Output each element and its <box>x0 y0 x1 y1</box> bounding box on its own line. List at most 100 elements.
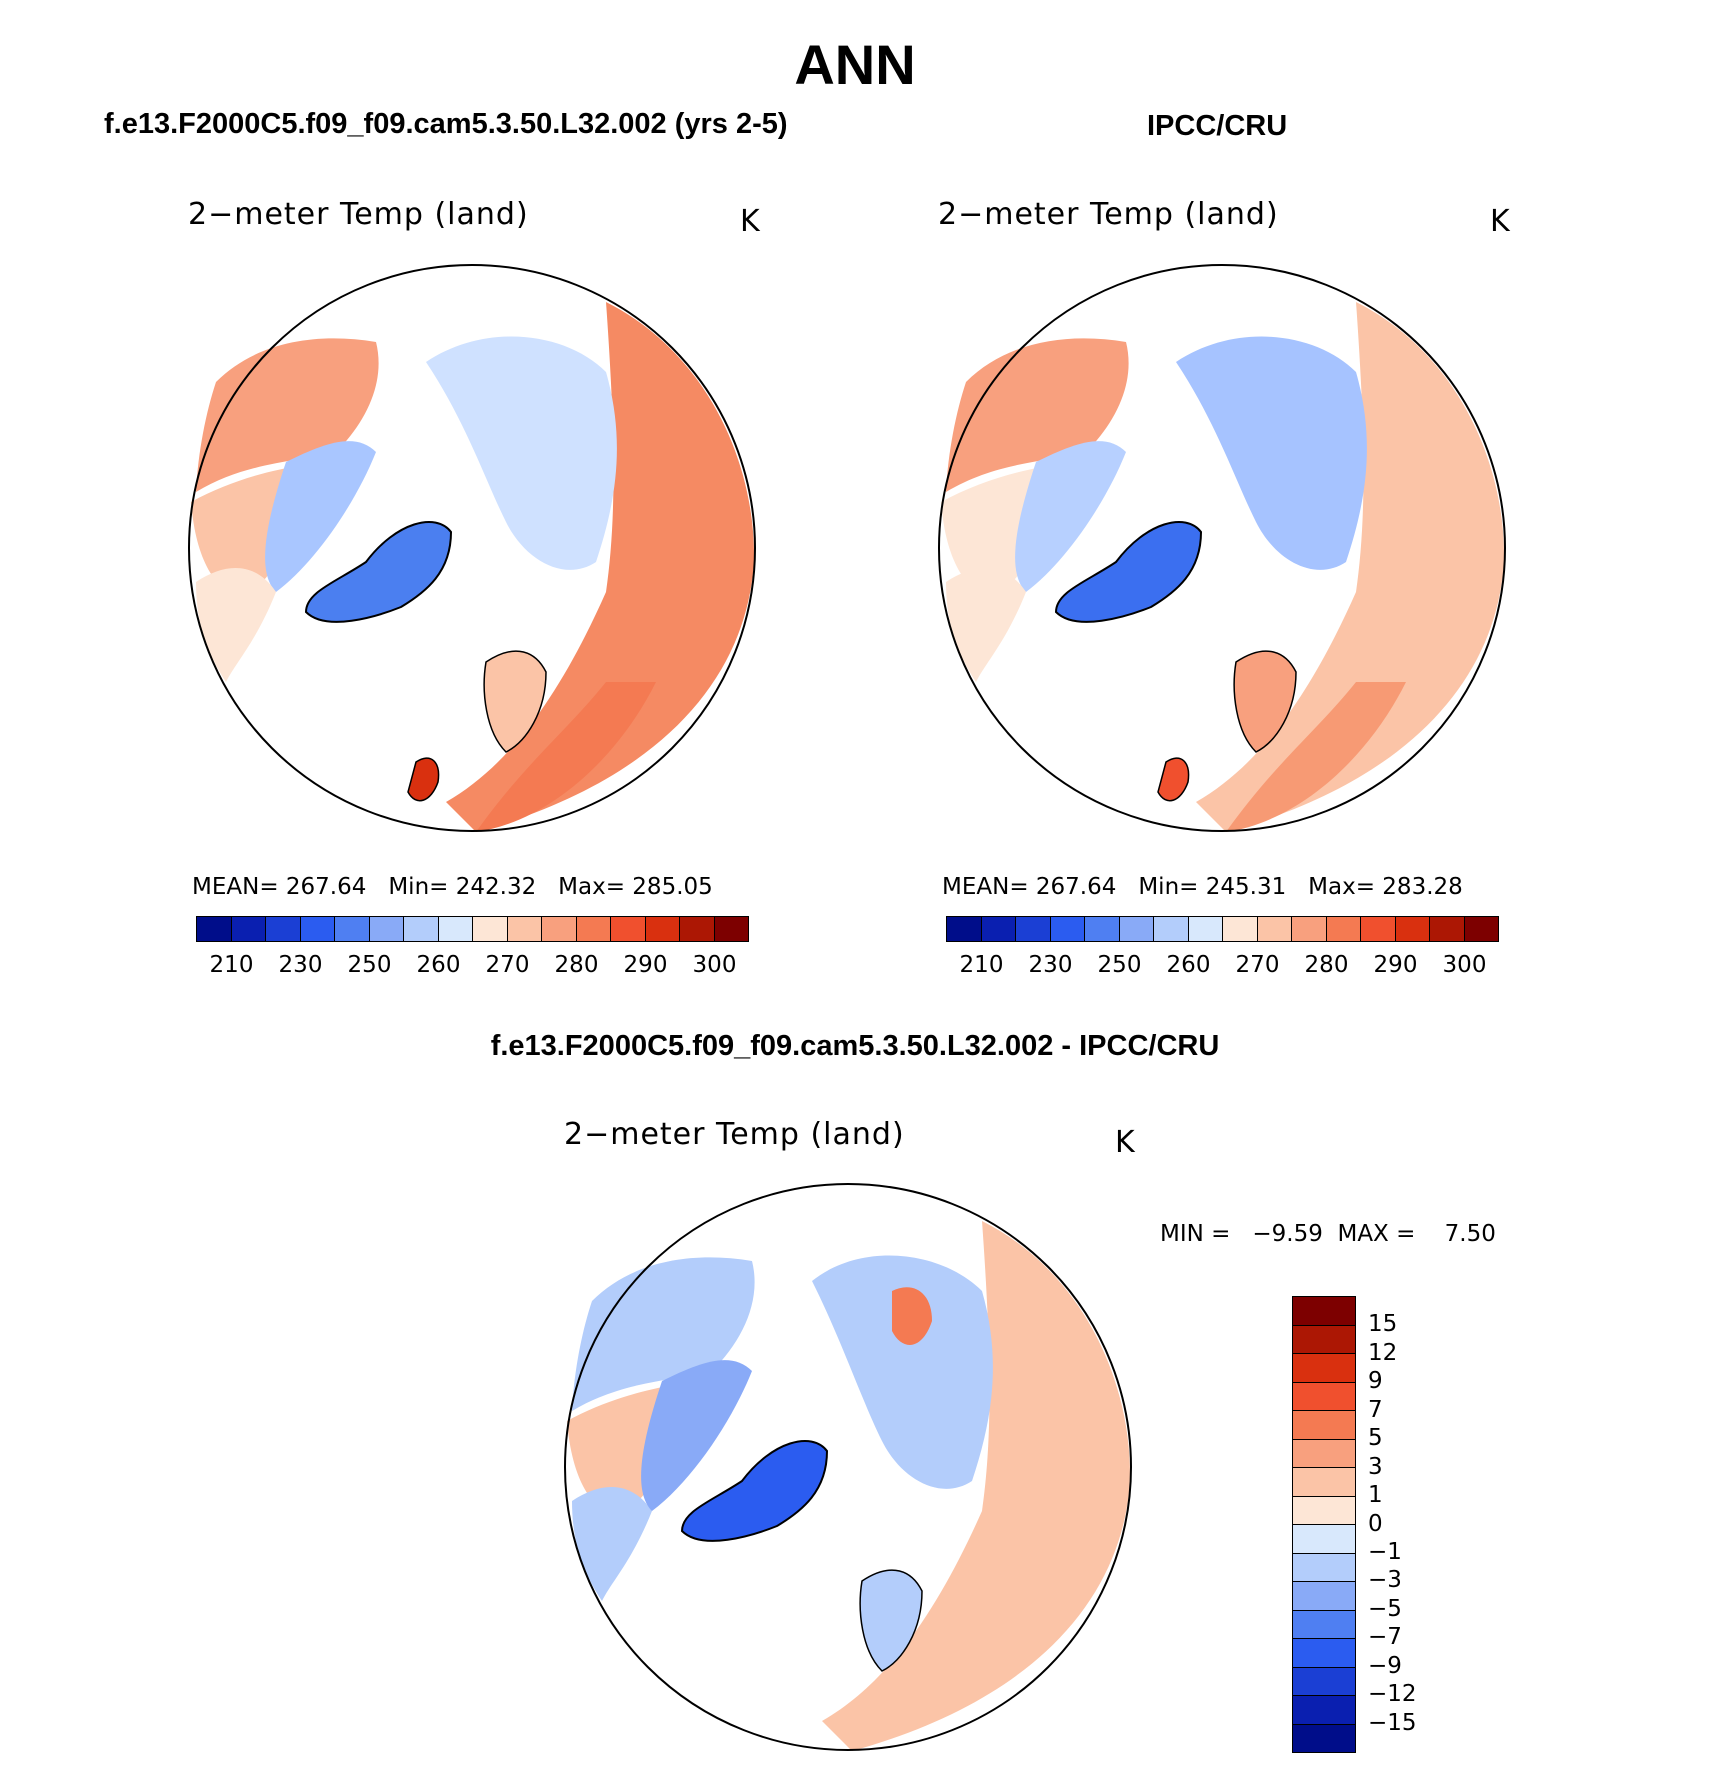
colorbar-swatch <box>1257 917 1292 941</box>
colorbar-tick-label: 260 <box>1166 952 1211 978</box>
colorbar-tick-label: −12 <box>1368 1681 1417 1708</box>
colorbar-swatch <box>1430 917 1465 941</box>
obs-units-label: K <box>1490 204 1511 239</box>
model-polar-map <box>188 264 756 832</box>
model-mean-label: MEAN= <box>192 874 279 900</box>
colorbar-tick-label: 7 <box>1368 1396 1383 1423</box>
colorbar-swatch <box>1293 1411 1355 1440</box>
colorbar-swatch <box>611 917 646 941</box>
colorbar-swatch <box>1293 1639 1355 1668</box>
colorbar-swatch <box>947 917 982 941</box>
colorbar-tick-label: −3 <box>1368 1567 1402 1594</box>
colorbar-swatch <box>981 917 1016 941</box>
colorbar-swatch <box>473 917 508 941</box>
colorbar-tick-label: 230 <box>278 952 323 978</box>
colorbar-tick-label: 260 <box>416 952 461 978</box>
colorbar-tick-label: 0 <box>1368 1510 1383 1537</box>
model-colorbar <box>196 916 749 942</box>
colorbar-tick-label: 250 <box>1097 952 1142 978</box>
obs-min-label: Min= <box>1138 874 1199 900</box>
model-eurasia-region <box>446 302 755 832</box>
colorbar-swatch <box>1293 1724 1355 1752</box>
colorbar-swatch <box>1293 1468 1355 1497</box>
colorbar-swatch <box>680 917 715 941</box>
colorbar-tick-label: 250 <box>347 952 392 978</box>
figure-title: ANN <box>794 33 916 96</box>
difference-minmax: MIN = −9.59 MAX = 7.50 <box>1160 1221 1496 1247</box>
colorbar-swatch <box>1293 1325 1355 1354</box>
colorbar-swatch <box>438 917 473 941</box>
model-stats: MEAN= 267.64 Min= 242.32 Max= 285.05 <box>192 874 713 900</box>
colorbar-swatch <box>1293 1610 1355 1639</box>
obs-polar-map <box>938 264 1506 832</box>
colorbar-swatch <box>1293 1354 1355 1383</box>
model-max-label: Max= <box>558 874 625 900</box>
difference-min-label: MIN = <box>1160 1221 1231 1247</box>
difference-title: f.e13.F2000C5.f09_f09.cam5.3.50.L32.002 … <box>490 1030 1220 1062</box>
colorbar-swatch <box>1085 917 1120 941</box>
obs-mean-value: 267.64 <box>1035 874 1117 900</box>
model-canada-region <box>265 441 376 592</box>
colorbar-swatch <box>1326 917 1361 941</box>
colorbar-tick-label: 300 <box>692 952 737 978</box>
model-units-label: K <box>740 204 761 239</box>
colorbar-tick-label: 270 <box>485 952 530 978</box>
difference-max-label: MAX = <box>1337 1221 1416 1247</box>
colorbar-tick-label: −1 <box>1368 1538 1402 1565</box>
obs-mean-label: MEAN= <box>942 874 1029 900</box>
model-min-value: 242.32 <box>455 874 537 900</box>
obs-colorbar-ticks: 210 230 250 260 270 280 290 300 <box>947 952 1499 978</box>
colorbar-swatch <box>1361 917 1396 941</box>
colorbar-swatch <box>507 917 542 941</box>
colorbar-swatch <box>1293 1696 1355 1725</box>
colorbar-swatch <box>369 917 404 941</box>
colorbar-tick-label: −9 <box>1368 1652 1402 1679</box>
colorbar-swatch <box>1293 1667 1355 1696</box>
difference-min-value: −9.59 <box>1252 1221 1323 1247</box>
colorbar-tick-label: 1 <box>1368 1482 1383 1509</box>
model-siberia-region <box>426 336 617 570</box>
model-colorbar-ticks: 210 230 250 260 270 280 290 300 <box>197 952 749 978</box>
colorbar-tick-label: 5 <box>1368 1425 1383 1452</box>
model-min-label: Min= <box>388 874 449 900</box>
obs-case-title: IPCC/CRU <box>1147 110 1288 142</box>
model-max-value: 285.05 <box>632 874 713 900</box>
colorbar-swatch <box>714 917 748 941</box>
difference-colorbar <box>1292 1296 1356 1753</box>
colorbar-tick-label: 290 <box>623 952 668 978</box>
colorbar-swatch <box>197 917 232 941</box>
colorbar-swatch <box>576 917 611 941</box>
colorbar-swatch <box>1293 1582 1355 1611</box>
model-greenland-region <box>304 521 453 623</box>
colorbar-swatch <box>1292 917 1327 941</box>
obs-min-value: 245.31 <box>1205 874 1287 900</box>
colorbar-tick-label: 230 <box>1028 952 1073 978</box>
colorbar-swatch <box>1188 917 1223 941</box>
model-mean-value: 267.64 <box>285 874 367 900</box>
colorbar-swatch <box>1293 1553 1355 1582</box>
colorbar-swatch <box>1119 917 1154 941</box>
colorbar-tick-label: 270 <box>1235 952 1280 978</box>
obs-max-label: Max= <box>1308 874 1375 900</box>
colorbar-swatch <box>1223 917 1258 941</box>
obs-canada-region <box>1015 441 1126 592</box>
colorbar-swatch <box>404 917 439 941</box>
difference-variable-label: 2−meter Temp (land) <box>564 1117 905 1152</box>
colorbar-swatch <box>1293 1439 1355 1468</box>
colorbar-tick-label: 290 <box>1373 952 1418 978</box>
colorbar-swatch <box>266 917 301 941</box>
colorbar-swatch <box>1293 1382 1355 1411</box>
colorbar-tick-label: 280 <box>1304 952 1349 978</box>
obs-greenland-region <box>1054 521 1203 623</box>
model-case-title: f.e13.F2000C5.f09_f09.cam5.3.50.L32.002 … <box>104 108 788 140</box>
colorbar-swatch <box>1293 1297 1355 1326</box>
colorbar-swatch <box>1154 917 1189 941</box>
colorbar-tick-label: 300 <box>1442 952 1487 978</box>
colorbar-tick-label: 3 <box>1368 1453 1383 1480</box>
colorbar-swatch <box>542 917 577 941</box>
colorbar-tick-label: −7 <box>1368 1624 1402 1651</box>
model-variable-label: 2−meter Temp (land) <box>188 197 529 232</box>
colorbar-swatch <box>645 917 680 941</box>
difference-max-value: 7.50 <box>1444 1221 1496 1247</box>
difference-colorbar-ticks: 15 12 9 7 5 3 1 0 −1 −3 −5 −7 −9 −12 −15 <box>1368 1296 1448 1751</box>
